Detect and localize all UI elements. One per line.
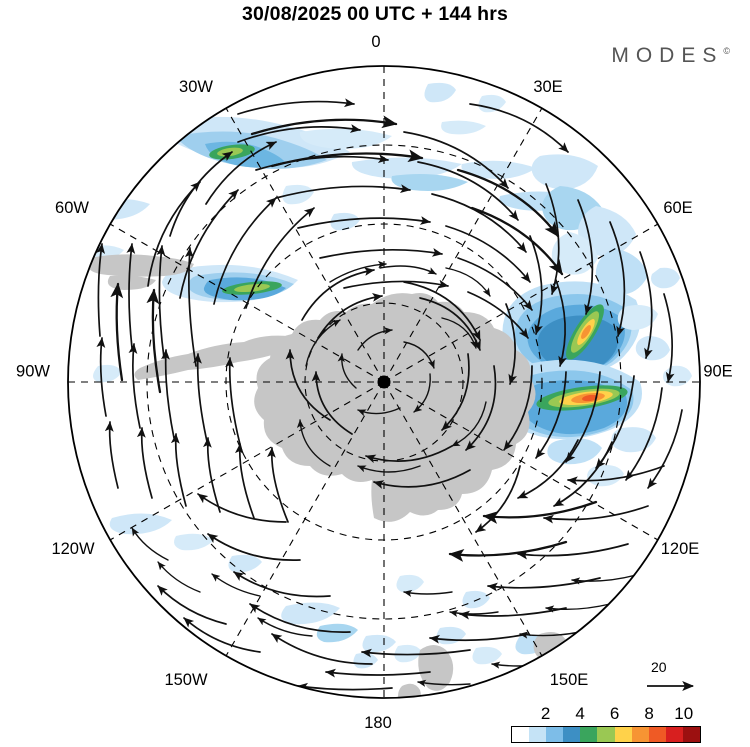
map-outline: [67, 65, 701, 699]
map-svg: [67, 65, 701, 699]
colorbar-swatch-7: [631, 727, 649, 742]
map-content: [68, 66, 700, 698]
page-title: 30/08/2025 00 UTC + 144 hrs: [241, 3, 509, 25]
brand-name: MODES: [611, 44, 724, 67]
colorbar-swatch-4: [580, 727, 598, 742]
lon-label-150e: 150E: [549, 671, 589, 689]
lon-label-90w: 90W: [16, 362, 50, 381]
vector-scale-label: 20: [651, 659, 667, 675]
colorbar-tick-2: 2: [540, 704, 551, 723]
lon-label-90e: 90E: [703, 362, 733, 381]
lon-label-180: 180: [364, 714, 392, 732]
wind-vector-strong-layer: [110, 115, 598, 562]
colorbar-swatch-2: [546, 727, 564, 742]
polar-map: [0, 36, 750, 716]
colorbar-swatch-0: [512, 727, 530, 742]
copyright-mark: ©: [723, 46, 730, 56]
colorbar-swatch-9: [665, 727, 683, 742]
colorbar-ticks: 2 4 6 8 10: [511, 704, 701, 726]
lon-label-60w: 60W: [55, 199, 89, 217]
lon-label-0: 0: [371, 33, 381, 51]
colorbar-swatch-5: [597, 727, 615, 742]
colorbar-swatch-8: [648, 727, 666, 742]
colorbar-tick-6: 6: [609, 704, 620, 723]
colorbar-swatch-6: [614, 727, 632, 742]
lon-label-120w: 120W: [51, 540, 95, 558]
vector-scale-arrow-icon: [647, 680, 695, 692]
landmass-layer: [87, 254, 567, 698]
lon-label-120e: 120E: [660, 540, 700, 558]
colorbar-tick-10: 10: [674, 704, 694, 723]
precip-shading-layer: [84, 82, 692, 671]
modes-logo: MODES©: [611, 44, 730, 68]
colorbar-swatch-10: [682, 727, 701, 742]
colorbar-tick-4: 4: [575, 704, 585, 723]
colorbar: 2 4 6 8 10: [511, 704, 701, 746]
vector-scale-legend: 20: [645, 659, 725, 701]
south-pole-marker: [377, 375, 391, 389]
wind-vector-layer: [96, 98, 683, 692]
lon-label-30e: 30E: [533, 78, 563, 96]
colorbar-strip: [511, 726, 701, 743]
lon-label-30w: 30W: [179, 78, 213, 96]
colorbar-swatch-3: [563, 727, 581, 742]
lon-label-150w: 150W: [164, 671, 208, 689]
lon-label-60e: 60E: [663, 199, 693, 217]
colorbar-swatch-1: [529, 727, 547, 742]
colorbar-tick-8: 8: [644, 704, 654, 723]
